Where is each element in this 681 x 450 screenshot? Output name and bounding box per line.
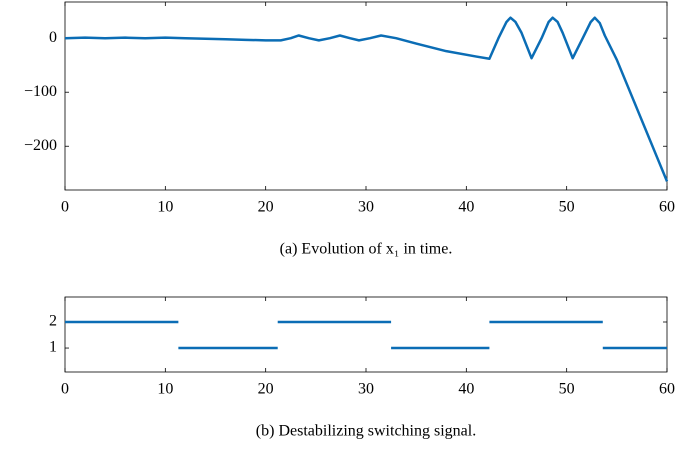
x-tick-label: 60 [659, 381, 675, 398]
caption: (a) Evolution of x₁ in time. [280, 241, 453, 258]
axes-frame [64, 1, 668, 191]
x-tick-label: 10 [157, 381, 173, 398]
x-tick-label: 10 [157, 199, 173, 216]
x-tick-label: 30 [358, 381, 374, 398]
y-tick-label: 2 [49, 313, 57, 330]
caption: (b) Destabilizing switching signal. [256, 423, 476, 440]
y-tick-label: 1 [49, 339, 57, 356]
x-tick-label: 30 [358, 199, 374, 216]
x-tick-label: 60 [659, 199, 675, 216]
x-tick-label: 40 [458, 381, 474, 398]
y-tick-label: −200 [24, 137, 57, 154]
x-tick-label: 20 [258, 381, 274, 398]
x-tick-label: 50 [559, 199, 575, 216]
x-tick-label: 40 [458, 199, 474, 216]
axes-frame [64, 296, 668, 373]
y-tick-label: 0 [49, 29, 57, 46]
x-tick-label: 20 [258, 199, 274, 216]
x-tick-label: 0 [61, 199, 69, 216]
y-tick-label: −100 [24, 83, 57, 100]
line [64, 16, 669, 182]
x-tick-label: 50 [559, 381, 575, 398]
x-tick-label: 0 [61, 381, 69, 398]
